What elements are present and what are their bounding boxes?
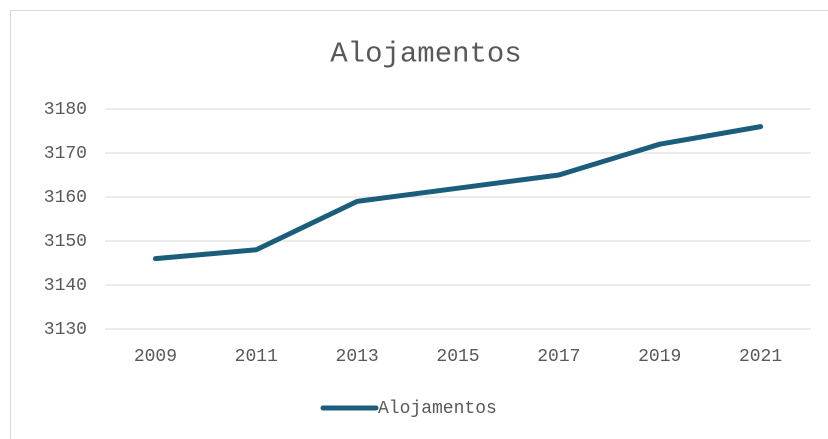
y-tick-label: 3140 — [44, 276, 87, 296]
y-tick-label: 3160 — [44, 188, 87, 208]
x-tick-label: 2013 — [336, 347, 379, 367]
y-tick-label: 3180 — [44, 100, 87, 120]
chart-border — [10, 10, 828, 439]
chart-title: Alojamentos — [330, 38, 521, 71]
y-tick-label: 3170 — [44, 144, 87, 164]
x-tick-label: 2021 — [739, 347, 782, 367]
x-tick-label: 2009 — [134, 347, 177, 367]
x-tick-label: 2017 — [537, 347, 580, 367]
data-line — [152, 124, 764, 262]
x-tick-label: 2019 — [638, 347, 681, 367]
x-tick-label: 2011 — [235, 347, 278, 367]
y-tick-label: 3150 — [44, 232, 87, 252]
y-tick-label: 3130 — [44, 320, 87, 340]
legend-label: Alojamentos — [378, 399, 497, 419]
x-tick-label: 2015 — [436, 347, 479, 367]
